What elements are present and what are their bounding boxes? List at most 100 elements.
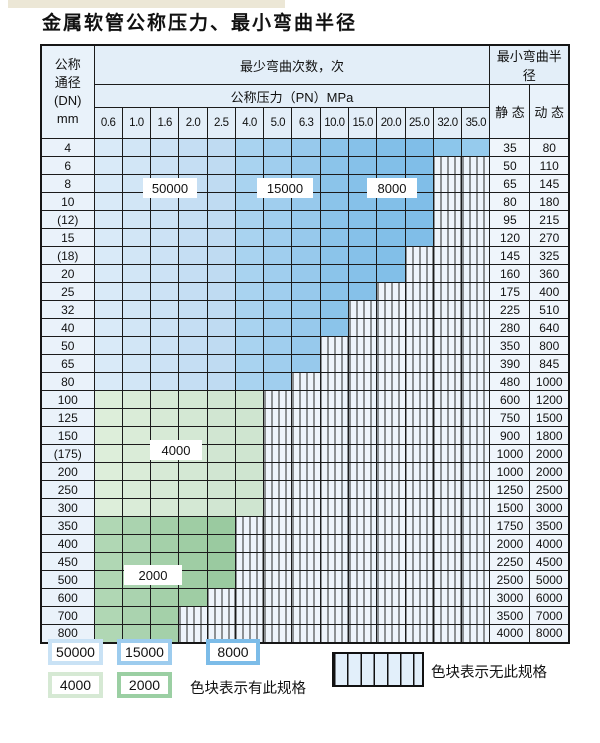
spec-unavailable-cell [348, 318, 378, 337]
spec-unavailable-cell [319, 444, 350, 463]
legend-has-spec-text: 色块表示有此规格 [190, 681, 306, 697]
spec-unavailable-cell [432, 192, 463, 211]
pressure-col-header: 35.0 [461, 107, 491, 139]
spec-available-cell [291, 246, 321, 265]
spec-unavailable-cell [291, 444, 321, 463]
spec-available-cell [121, 156, 152, 175]
spec-unavailable-cell [291, 426, 321, 445]
spec-available-cell [263, 228, 293, 247]
spec-unavailable-cell [348, 444, 378, 463]
spec-unavailable-cell [291, 462, 321, 481]
spec-available-cell [319, 318, 350, 337]
static-radius-cell: 280 [489, 318, 531, 337]
cycle-count-label: 15000 [257, 178, 313, 198]
table-row: 500 2500 5000 [40, 570, 570, 589]
dn-cell: 25 [40, 282, 95, 301]
spec-available-cell [121, 588, 152, 607]
spec-available-cell [206, 228, 236, 247]
spec-available-cell [206, 534, 236, 553]
spec-unavailable-cell [291, 408, 321, 427]
dynamic-radius-cell: 510 [529, 300, 570, 319]
table-row: 4 35 80 [40, 138, 570, 157]
spec-unavailable-cell [461, 246, 491, 265]
spec-unavailable-cell [461, 282, 491, 301]
page-title: 金属软管公称压力、最小弯曲半径 [42, 12, 358, 34]
spec-available-cell [121, 354, 152, 373]
spec-available-cell [93, 354, 123, 373]
table-row: 50 350 800 [40, 336, 570, 355]
spec-unavailable-cell [263, 552, 293, 571]
spec-available-cell [234, 156, 265, 175]
dynamic-radius-cell: 270 [529, 228, 570, 247]
dynamic-radius-cell: 6000 [529, 588, 570, 607]
static-radius-cell: 480 [489, 372, 531, 391]
spec-available-cell [234, 264, 265, 283]
dn-cell: 65 [40, 354, 95, 373]
spec-unavailable-cell [461, 264, 491, 283]
dynamic-radius-cell: 110 [529, 156, 570, 175]
spec-available-cell [319, 282, 350, 301]
spec-available-cell [121, 426, 152, 445]
spec-available-cell [121, 498, 152, 517]
spec-available-cell [263, 282, 293, 301]
static-radius-cell: 175 [489, 282, 531, 301]
dynamic-radius-cell: 845 [529, 354, 570, 373]
spec-available-cell [93, 588, 123, 607]
spec-available-cell [150, 282, 180, 301]
spec-unavailable-cell [348, 372, 378, 391]
table-row: 15 120 270 [40, 228, 570, 247]
spec-available-cell [234, 408, 265, 427]
spec-unavailable-cell [263, 390, 293, 409]
spec-unavailable-cell [376, 480, 406, 499]
dn-cell: 80 [40, 372, 95, 391]
spec-available-cell [150, 606, 180, 625]
spec-available-cell [150, 516, 180, 535]
spec-unavailable-cell [376, 318, 406, 337]
spec-unavailable-cell [461, 390, 491, 409]
spec-unavailable-cell [461, 552, 491, 571]
pressure-col-header: 32.0 [432, 107, 463, 139]
spec-unavailable-cell [376, 426, 406, 445]
dn-line3: (DN) [54, 93, 82, 108]
spec-unavailable-cell [348, 570, 378, 589]
spec-available-cell [376, 156, 406, 175]
spec-available-cell [206, 156, 236, 175]
spec-unavailable-cell [432, 534, 463, 553]
spec-available-cell [178, 318, 208, 337]
spec-unavailable-cell [432, 372, 463, 391]
spec-available-cell [376, 228, 406, 247]
spec-unavailable-cell [461, 318, 491, 337]
spec-unavailable-cell [291, 516, 321, 535]
dn-cell: 500 [40, 570, 95, 589]
spec-unavailable-cell [432, 588, 463, 607]
spec-available-cell [93, 336, 123, 355]
spec-unavailable-cell [432, 156, 463, 175]
dn-cell: 15 [40, 228, 95, 247]
cycle-count-label: 8000 [367, 178, 417, 198]
spec-available-cell [178, 516, 208, 535]
spec-unavailable-cell [461, 210, 491, 229]
dn-line2: 通径 [54, 75, 81, 90]
spec-unavailable-cell [432, 426, 463, 445]
spec-unavailable-cell [432, 408, 463, 427]
spec-available-cell [178, 354, 208, 373]
spec-available-cell [206, 354, 236, 373]
spec-available-cell [206, 210, 236, 229]
spec-unavailable-cell [348, 534, 378, 553]
spec-unavailable-cell [432, 336, 463, 355]
dn-cell: 100 [40, 390, 95, 409]
dynamic-column-header: 动 态 [529, 84, 570, 139]
spec-unavailable-cell [404, 282, 434, 301]
dn-cell: 32 [40, 300, 95, 319]
spec-available-cell [234, 138, 265, 157]
spec-unavailable-cell [376, 624, 406, 643]
dn-cell: 150 [40, 426, 95, 445]
table-row: 40 280 640 [40, 318, 570, 337]
pressure-col-header: 15.0 [348, 107, 378, 139]
static-radius-cell: 1250 [489, 480, 531, 499]
spec-available-cell [291, 138, 321, 157]
pressure-col-header: 2.0 [178, 107, 208, 139]
dynamic-radius-cell: 4500 [529, 552, 570, 571]
spec-available-cell [93, 228, 123, 247]
dynamic-radius-cell: 3500 [529, 516, 570, 535]
